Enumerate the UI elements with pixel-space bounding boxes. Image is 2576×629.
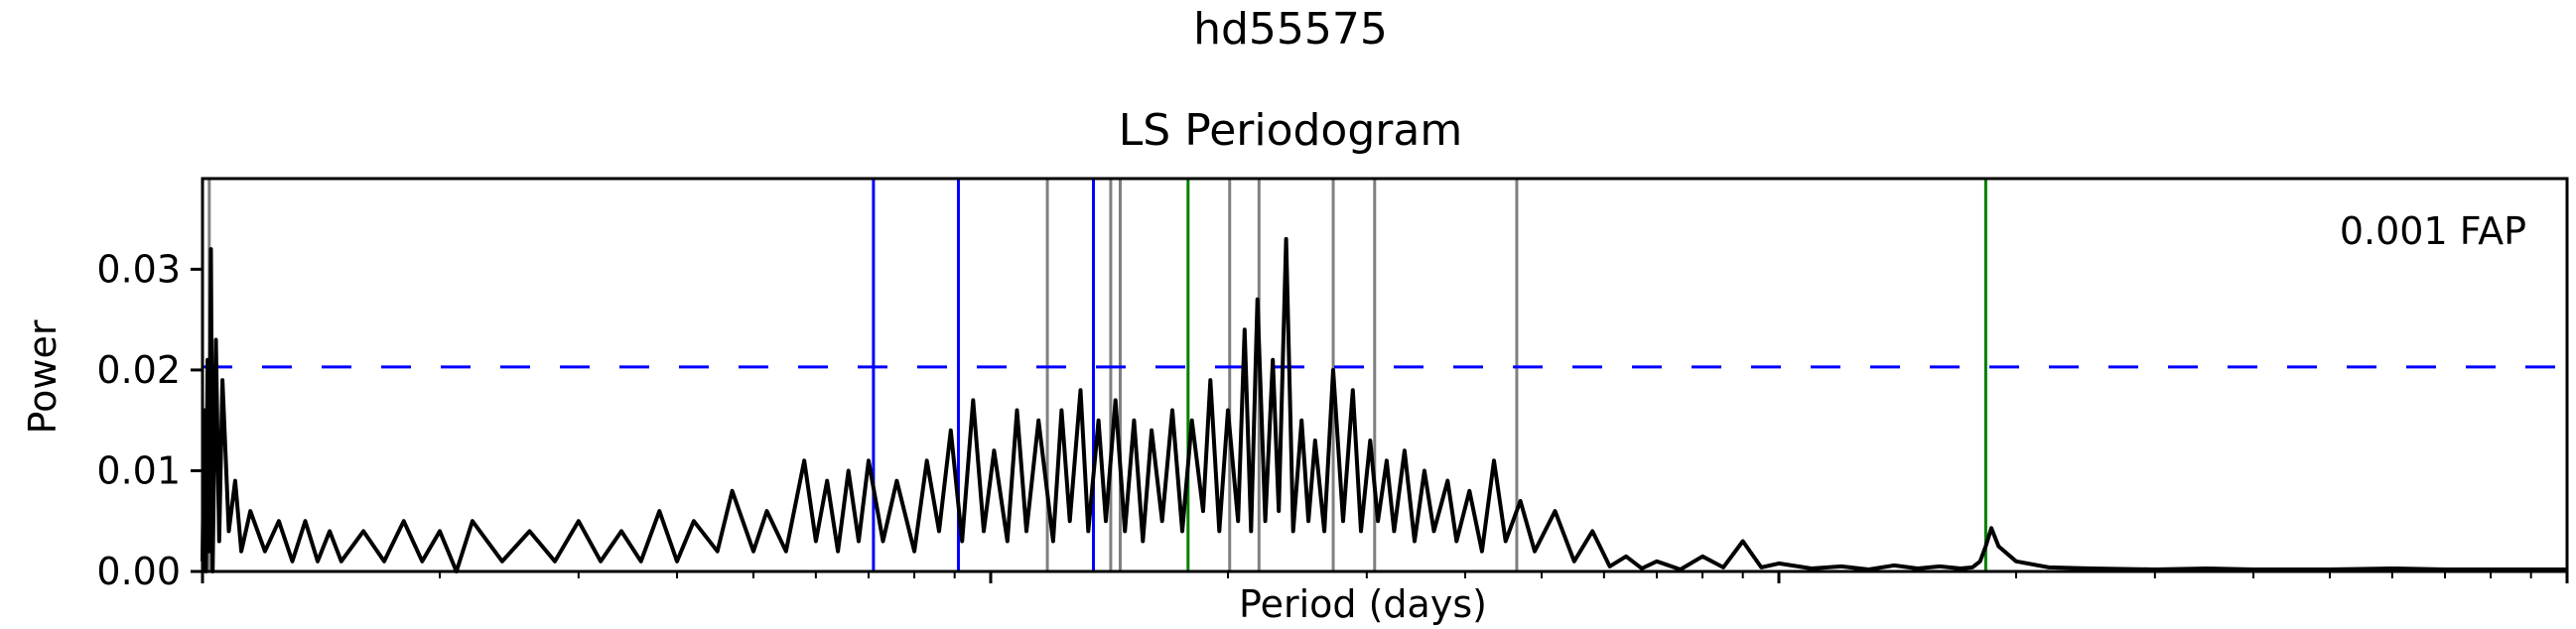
figure-suptitle: hd55575: [1193, 4, 1388, 55]
y-tick-label-2: 0.02: [96, 348, 181, 392]
fap-annotation: 0.001 FAP: [2340, 209, 2526, 253]
axes-frame: [201, 177, 2569, 573]
y-tick-label-1: 0.01: [96, 448, 181, 492]
plot-area: [201, 179, 2567, 573]
y-tick-label-0: 0.00: [96, 550, 181, 593]
y-axis-label: Power: [21, 319, 65, 434]
y-tick-label-3: 0.03: [96, 247, 181, 291]
series-layer: [201, 236, 2567, 573]
reference-lines: [207, 179, 1987, 571]
chart-title: LS Periodogram: [1119, 105, 1462, 156]
series-line: [201, 236, 2567, 573]
axis-ticks: 0.00 0.01 0.02 0.03: [96, 247, 2569, 593]
x-axis-label: Period (days): [1239, 582, 1487, 626]
